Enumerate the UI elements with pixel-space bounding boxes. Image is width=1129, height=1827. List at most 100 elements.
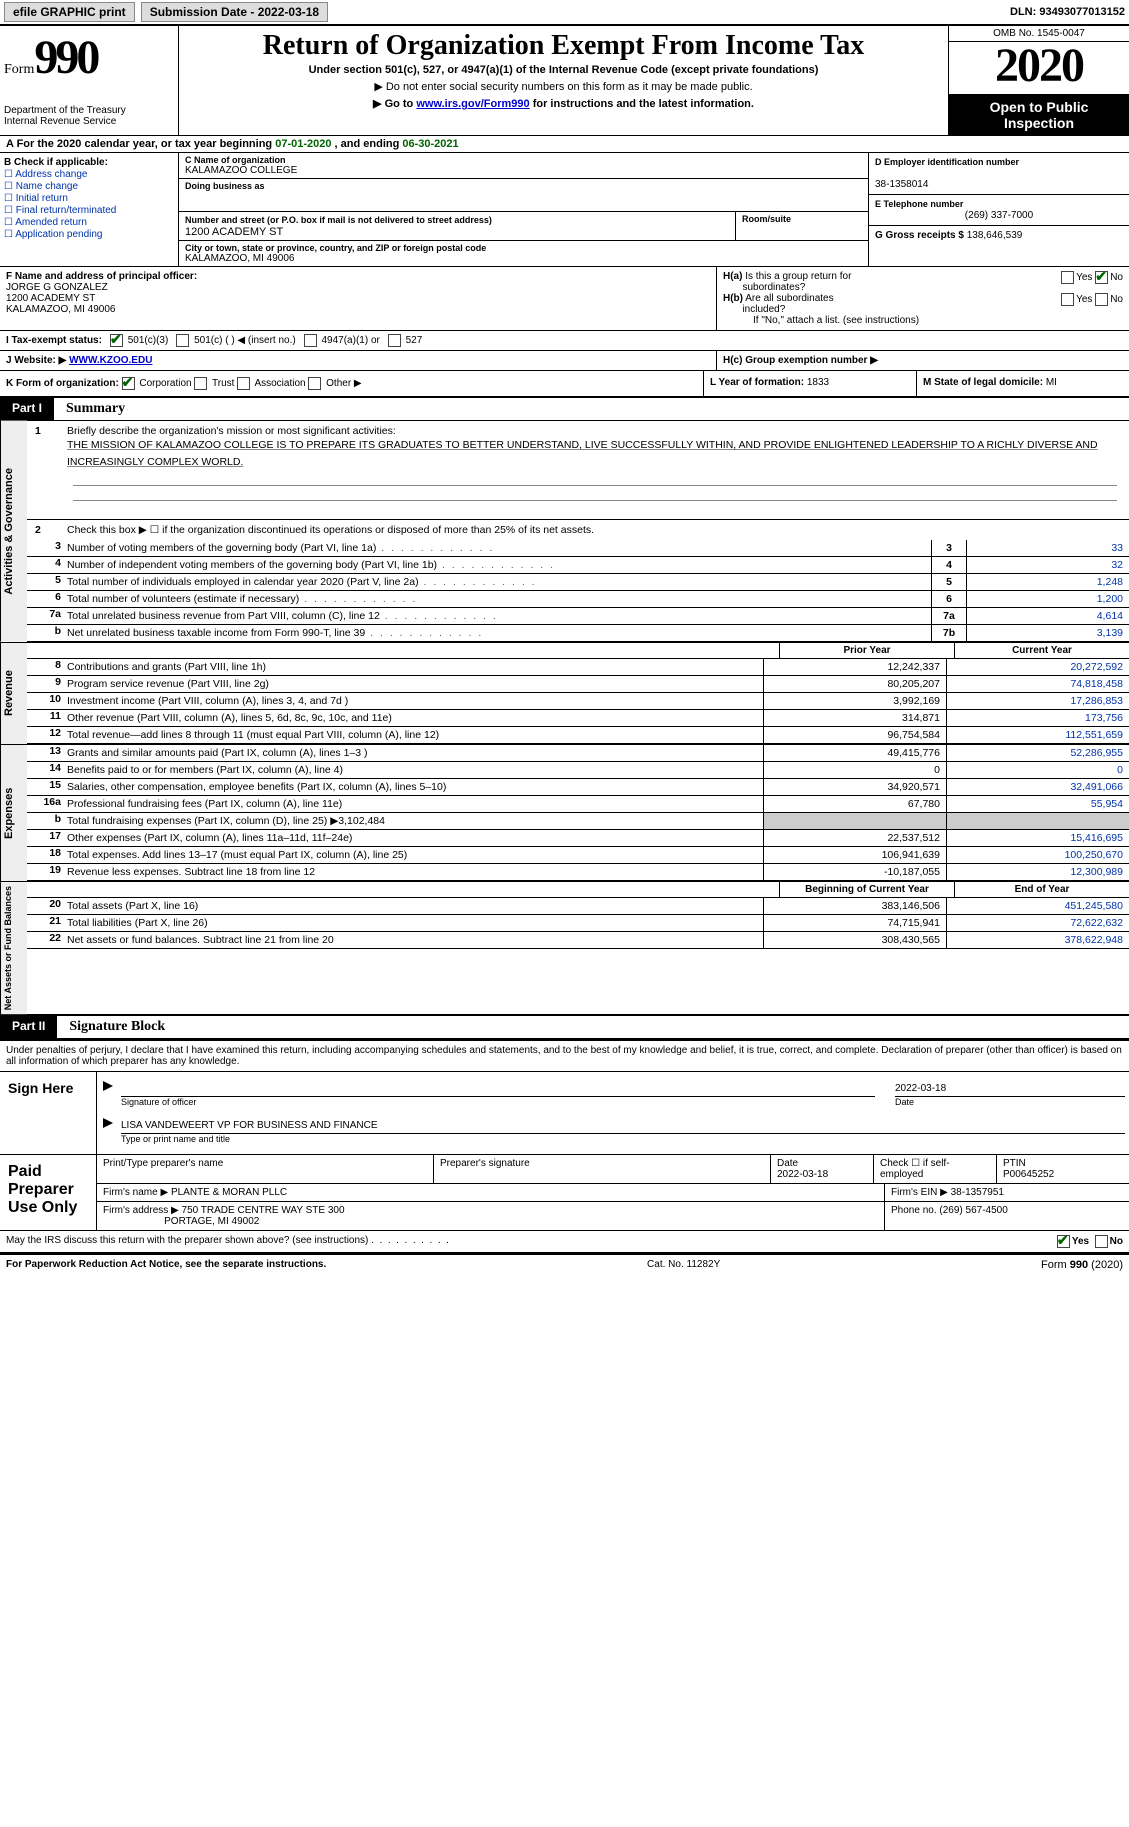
exp-line-b: bTotal fundraising expenses (Part IX, co… — [27, 813, 1129, 830]
firm-ein: 38-1357951 — [951, 1187, 1004, 1198]
firm-phone: (269) 567-4500 — [939, 1205, 1007, 1216]
col-prior-year: Prior Year — [779, 643, 954, 658]
sig-content: Signature of officer 2022-03-18 Date LIS… — [97, 1072, 1129, 1154]
rev-line-11: 11Other revenue (Part VIII, column (A), … — [27, 710, 1129, 727]
firm-name: PLANTE & MORAN PLLC — [171, 1187, 287, 1198]
box-b: B Check if applicable: ☐ Address change … — [0, 153, 179, 266]
dept-label: Department of the Treasury Internal Reve… — [4, 105, 174, 127]
signature-section: Under penalties of perjury, I declare th… — [0, 1039, 1129, 1254]
efile-print-button[interactable]: efile GRAPHIC print — [4, 2, 135, 22]
preparer-sig-label: Preparer's signature — [434, 1155, 771, 1183]
ha-yesno[interactable]: Yes No — [1061, 271, 1123, 293]
gov-line-7a: 7aTotal unrelated business revenue from … — [27, 608, 1129, 625]
chk-final-return[interactable]: ☐ Final return/terminated — [4, 205, 174, 216]
line-1: 1 Briefly describe the organization's mi… — [27, 421, 1129, 520]
form-header: Form990 Department of the Treasury Inter… — [0, 26, 1129, 136]
mission-text: THE MISSION OF KALAMAZOO COLLEGE IS TO P… — [67, 439, 1098, 468]
hb-note: If "No," attach a list. (see instruction… — [723, 315, 1123, 326]
chk-app-pending[interactable]: ☐ Application pending — [4, 229, 174, 240]
chk-amended[interactable]: ☐ Amended return — [4, 217, 174, 228]
dba-label: Doing business as — [185, 181, 862, 191]
discuss-row: May the IRS discuss this return with the… — [0, 1230, 1129, 1254]
sig-date-line: 2022-03-18 — [895, 1076, 1125, 1097]
sign-here-label: Sign Here — [0, 1072, 97, 1154]
submission-date: Submission Date - 2022-03-18 — [141, 2, 328, 22]
form990-link[interactable]: www.irs.gov/Form990 — [416, 98, 529, 110]
box-d: D Employer identification number 38-1358… — [868, 153, 1129, 266]
chk-corp[interactable]: Corporation — [122, 378, 192, 389]
paid-row-2: Firm's name ▶ PLANTE & MORAN PLLC Firm's… — [97, 1184, 1129, 1202]
chk-501c[interactable]: 501(c) ( ) ◀ (insert no.) — [176, 334, 295, 347]
phone-value: (269) 337-7000 — [875, 210, 1123, 221]
part2-label: Part II — [0, 1016, 57, 1039]
paid-date: 2022-03-18 — [777, 1169, 828, 1180]
footer-left: For Paperwork Reduction Act Notice, see … — [6, 1259, 326, 1271]
paid-preparer-label: Paid Preparer Use Only — [0, 1155, 97, 1230]
section-b-c-d: B Check if applicable: ☐ Address change … — [0, 153, 1129, 267]
tab-governance: Activities & Governance — [0, 421, 27, 642]
part1-title: Summary — [54, 398, 1129, 421]
form-number: Form990 — [4, 30, 174, 85]
activities-governance-section: Activities & Governance 1 Briefly descri… — [0, 421, 1129, 643]
chk-501c3[interactable]: 501(c)(3) — [110, 334, 168, 347]
website-link[interactable]: WWW.KZOO.EDU — [69, 355, 152, 366]
net-assets-section: Net Assets or Fund Balances Beginning of… — [0, 882, 1129, 1016]
row-i: I Tax-exempt status: 501(c)(3) 501(c) ( … — [0, 331, 1129, 351]
box-l: L Year of formation: 1833 — [703, 371, 916, 396]
sig-name-caption: Type or print name and title — [121, 1134, 1125, 1144]
paid-row-3: Firm's address ▶ 750 TRADE CENTRE WAY ST… — [97, 1202, 1129, 1230]
chk-initial-return[interactable]: ☐ Initial return — [4, 193, 174, 204]
box-j: J Website: ▶ WWW.KZOO.EDU — [0, 351, 716, 370]
part2-header: Part II Signature Block — [0, 1016, 1129, 1039]
footer-right: Form 990 (2020) — [1041, 1259, 1123, 1271]
street-label: Number and street (or P.O. box if mail i… — [185, 215, 492, 225]
dln: DLN: 93493077013152 — [1010, 6, 1125, 18]
note-link: ▶ Go to www.irs.gov/Form990 for instruct… — [183, 97, 944, 110]
header-left: Form990 Department of the Treasury Inter… — [0, 26, 179, 135]
box-b-label: B Check if applicable: — [4, 157, 108, 168]
tax-status-label: I Tax-exempt status: — [6, 335, 102, 346]
gov-line-4: 4Number of independent voting members of… — [27, 557, 1129, 574]
exp-line-13: 13Grants and similar amounts paid (Part … — [27, 745, 1129, 762]
officer-sig-line[interactable] — [121, 1076, 875, 1097]
box-f: F Name and address of principal officer:… — [0, 267, 716, 330]
tax-year: 2020 — [949, 42, 1129, 95]
net-line-20: 20Total assets (Part X, line 16)383,146,… — [27, 898, 1129, 915]
chk-name-change[interactable]: ☐ Name change — [4, 181, 174, 192]
tab-revenue: Revenue — [0, 643, 27, 744]
top-bar: efile GRAPHIC print Submission Date - 20… — [0, 0, 1129, 26]
chk-trust[interactable]: Trust — [194, 378, 234, 389]
chk-527[interactable]: 527 — [388, 334, 422, 347]
chk-address-change[interactable]: ☐ Address change — [4, 169, 174, 180]
chk-assoc[interactable]: Association — [237, 378, 305, 389]
paid-row-1: Print/Type preparer's name Preparer's si… — [97, 1155, 1129, 1184]
header-center: Return of Organization Exempt From Incom… — [179, 26, 948, 135]
exp-line-14: 14Benefits paid to or for members (Part … — [27, 762, 1129, 779]
exp-line-19: 19Revenue less expenses. Subtract line 1… — [27, 864, 1129, 881]
room-label: Room/suite — [736, 212, 868, 240]
chk-4947[interactable]: 4947(a)(1) or — [304, 334, 380, 347]
chk-other[interactable]: Other ▶ — [308, 378, 361, 389]
line-a: A For the 2020 calendar year, or tax yea… — [0, 136, 1129, 153]
gross-label: G Gross receipts $ — [875, 230, 964, 241]
city-value: KALAMAZOO, MI 49006 — [185, 253, 862, 264]
discuss-yesno[interactable]: Yes No — [1057, 1235, 1123, 1248]
officer-name: JORGE G GONZALEZ — [6, 282, 108, 293]
gov-line-3: 3Number of voting members of the governi… — [27, 540, 1129, 557]
ein-label: D Employer identification number — [875, 157, 1019, 167]
sig-date-caption: Date — [895, 1097, 1125, 1107]
rev-line-9: 9Program service revenue (Part VIII, lin… — [27, 676, 1129, 693]
rev-line-10: 10Investment income (Part VIII, column (… — [27, 693, 1129, 710]
net-line-22: 22Net assets or fund balances. Subtract … — [27, 932, 1129, 949]
tab-net-assets: Net Assets or Fund Balances — [0, 882, 27, 1014]
city-label: City or town, state or province, country… — [185, 243, 862, 253]
note-ssn: ▶ Do not enter social security numbers o… — [183, 80, 944, 93]
sig-officer-caption: Signature of officer — [121, 1097, 875, 1107]
box-m: M State of legal domicile: MI — [916, 371, 1129, 396]
col-beginning: Beginning of Current Year — [779, 882, 954, 897]
net-line-21: 21Total liabilities (Part X, line 26)74,… — [27, 915, 1129, 932]
form-title: Return of Organization Exempt From Incom… — [183, 30, 944, 62]
hb-yesno[interactable]: Yes No — [1061, 293, 1123, 315]
self-employed-check[interactable]: Check ☐ if self-employed — [874, 1155, 997, 1183]
revenue-section: Revenue Prior Year Current Year 8Contrib… — [0, 643, 1129, 745]
